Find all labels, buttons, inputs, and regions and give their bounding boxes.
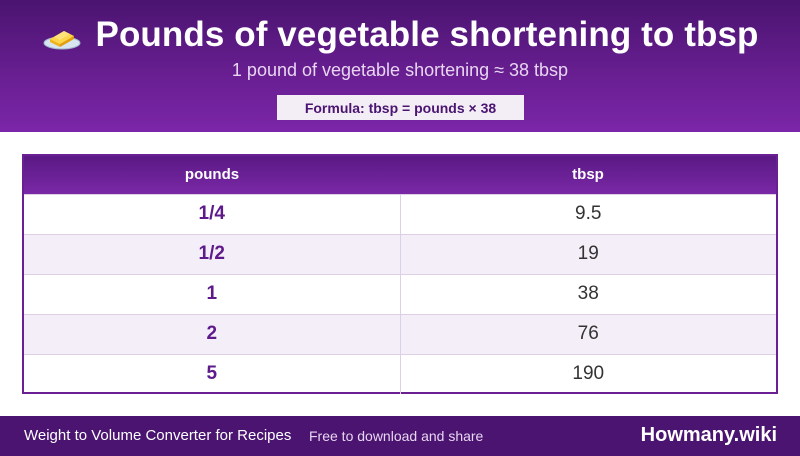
page-title: Pounds of vegetable shortening to tbsp <box>95 15 759 54</box>
formula-badge: Formula: tbsp = pounds × 38 <box>277 95 524 120</box>
tbsp-cell: 19 <box>400 233 776 274</box>
tbsp-cell: 76 <box>400 313 776 354</box>
title-row: Pounds of vegetable shortening to tbsp <box>0 12 800 58</box>
butter-icon <box>42 19 82 51</box>
column-header-tbsp: tbsp <box>400 156 776 194</box>
column-header-pounds: pounds <box>24 156 400 194</box>
table-row: 1/4 9.5 <box>24 193 776 234</box>
tbsp-cell: 38 <box>400 273 776 314</box>
pounds-cell: 2 <box>24 313 401 354</box>
pounds-cell: 1/4 <box>24 193 401 234</box>
conversion-subtitle: 1 pound of vegetable shortening ≈ 38 tbs… <box>231 60 569 80</box>
tbsp-cell: 9.5 <box>400 193 776 234</box>
table-header-row: pounds tbsp <box>24 156 776 194</box>
pounds-cell: 5 <box>24 353 401 394</box>
table-row: 5 190 <box>24 353 776 394</box>
footer-tagline: Free to download and share <box>309 428 484 444</box>
tbsp-cell: 190 <box>400 353 776 394</box>
pounds-cell: 1 <box>24 273 401 314</box>
header-banner: Pounds of vegetable shortening to tbsp 1… <box>0 0 800 132</box>
conversion-table: pounds tbsp 1/4 9.5 1/2 19 1 38 2 76 5 <box>22 154 778 394</box>
brand-logo: Howmany.wiki <box>640 424 777 446</box>
table-row: 2 76 <box>24 313 776 354</box>
footer-app-name: Weight to Volume Converter for Recipes <box>24 427 292 444</box>
pounds-cell: 1/2 <box>24 233 401 274</box>
table-row: 1 38 <box>24 273 776 314</box>
footer-bar: Weight to Volume Converter for Recipes F… <box>0 416 800 456</box>
table-row: 1/2 19 <box>24 233 776 274</box>
